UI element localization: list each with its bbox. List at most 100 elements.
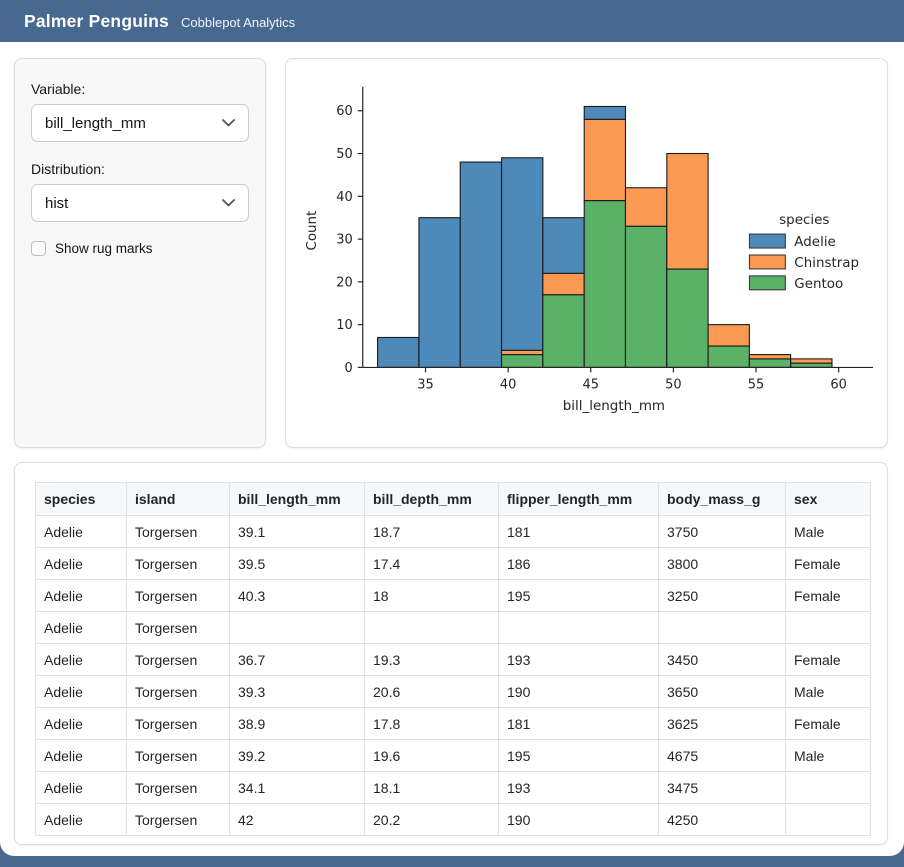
bar-segment-chinstrap [583,118,627,202]
table-cell: 4250 [658,803,786,836]
table-row: Adelie Torgersen 39.1 18.7 181 3750 Male [35,515,871,548]
table-cell: Torgersen [126,803,230,836]
table-cell: Adelie [35,643,127,676]
table-cell [364,611,499,644]
table-cell: Adelie [35,579,127,612]
table-cell: 34.1 [229,771,365,804]
table-cell: 17.8 [364,707,499,740]
table-cell: Adelie [35,675,127,708]
svg-text:0: 0 [345,361,353,376]
table-cell [785,803,871,836]
table-cell: 3625 [658,707,786,740]
legend-label-chinstrap: Chinstrap [794,256,859,271]
table-row: Adelie Torgersen 38.9 17.8 181 3625 Female [35,707,871,740]
rug-checkbox-row: Show rug marks [31,241,249,256]
distribution-select[interactable]: hist [31,184,249,222]
table-cell: Adelie [35,803,127,836]
table-cell: 36.7 [229,643,365,676]
table-cell: Male [785,675,871,708]
table-header-row: species island bill_length_mm bill_depth_mm… [35,482,871,516]
axes: 0 10 20 30 40 50 60 35 40 45 50 55 60 bill_length_mm C… [305,86,874,414]
svg-text:60: 60 [336,104,352,119]
table-cell: 18.7 [364,515,499,548]
bar-segment-adelie [501,157,544,351]
table-cell: Female [785,579,871,612]
svg-text:40: 40 [500,377,516,392]
penguin-table-body: Adelie Torgersen 39.1 18.7 181 3750 Male Adelie… [35,515,871,836]
sidebar: Variable: bill_length_mm Distribution: h… [14,58,266,448]
table-cell: Adelie [35,547,127,580]
svg-text:60: 60 [830,377,846,392]
column-header-body_mass_g: body_mass_g [658,482,786,516]
table-cell: 190 [498,803,659,836]
table-cell: 195 [498,739,659,772]
table-cell [498,611,659,644]
table-cell: Adelie [35,707,127,740]
bar-segment-gentoo [790,362,833,368]
column-header-sex: sex [785,482,871,516]
legend-label-adelie: Adelie [794,235,836,250]
table-cell: Torgersen [126,675,230,708]
table-cell: 3650 [658,675,786,708]
table-cell: Male [785,515,871,548]
histogram-bars [377,105,833,368]
svg-text:10: 10 [336,318,352,333]
svg-text:35: 35 [417,377,433,392]
histogram-svg: 0 10 20 30 40 50 60 35 40 45 50 55 60 bill_length_mm C… [305,86,874,414]
bar-segment-adelie [583,105,627,120]
table-cell: 40.3 [229,579,365,612]
table-cell: Adelie [35,611,127,644]
table-cell: Adelie [35,515,127,548]
table-cell: Torgersen [126,611,230,644]
column-header-flipper_length_mm: flipper_length_mm [498,482,659,516]
table-cell [658,611,786,644]
table-cell: 190 [498,675,659,708]
chart-legend: species Adelie Chinstrap Gentoo [748,213,859,292]
distribution-select-value: hist [45,194,69,212]
table-cell: 18.1 [364,771,499,804]
table-cell: 3475 [658,771,786,804]
bar-segment-adelie [418,217,461,368]
distribution-label: Distribution: [31,161,105,177]
table-cell: 3750 [658,515,786,548]
table-cell: 18 [364,579,499,612]
table-cell: 39.3 [229,675,365,708]
table-cell: 19.3 [364,643,499,676]
bar-segment-chinstrap [666,152,709,270]
svg-text:40: 40 [336,190,352,205]
table-cell: 181 [498,707,659,740]
table-cell: 19.6 [364,739,499,772]
chevron-down-icon [222,114,235,132]
svg-text:45: 45 [583,377,599,392]
bar-segment-adelie [459,161,503,368]
table-cell: Torgersen [126,547,230,580]
rug-checkbox[interactable] [31,241,46,256]
table-cell: 4675 [658,739,786,772]
variable-select[interactable]: bill_length_mm [31,104,249,142]
app-title: Palmer Penguins [24,10,169,31]
bar-segment-adelie [542,217,585,274]
svg-text:50: 50 [665,377,681,392]
legend-swatch-chinstrap [748,254,786,270]
bar-segment-chinstrap [624,187,668,227]
table-cell: Torgersen [126,739,230,772]
svg-text:55: 55 [748,377,764,392]
table-row: Adelie Torgersen [35,611,871,644]
legend-swatch-adelie [748,233,786,249]
bar-segment-chinstrap [542,272,585,296]
table-cell: 39.2 [229,739,365,772]
svg-text:50: 50 [336,147,352,162]
chart-card: 0 10 20 30 40 50 60 35 40 45 50 55 60 bill_length_mm C… [285,58,888,448]
table-row: Adelie Torgersen 39.3 20.6 190 3650 Male [35,675,871,708]
bar-segment-gentoo [624,225,668,368]
app-subtitle: Cobblepot Analytics [181,15,296,30]
table-cell: 42 [229,803,365,836]
legend-title: species [779,213,829,228]
column-header-bill_length_mm: bill_length_mm [229,482,365,516]
column-header-species: species [35,482,127,516]
table-cell: 17.4 [364,547,499,580]
bar-segment-chinstrap [501,349,544,356]
table-cell: Torgersen [126,643,230,676]
table-cell: 20.6 [364,675,499,708]
